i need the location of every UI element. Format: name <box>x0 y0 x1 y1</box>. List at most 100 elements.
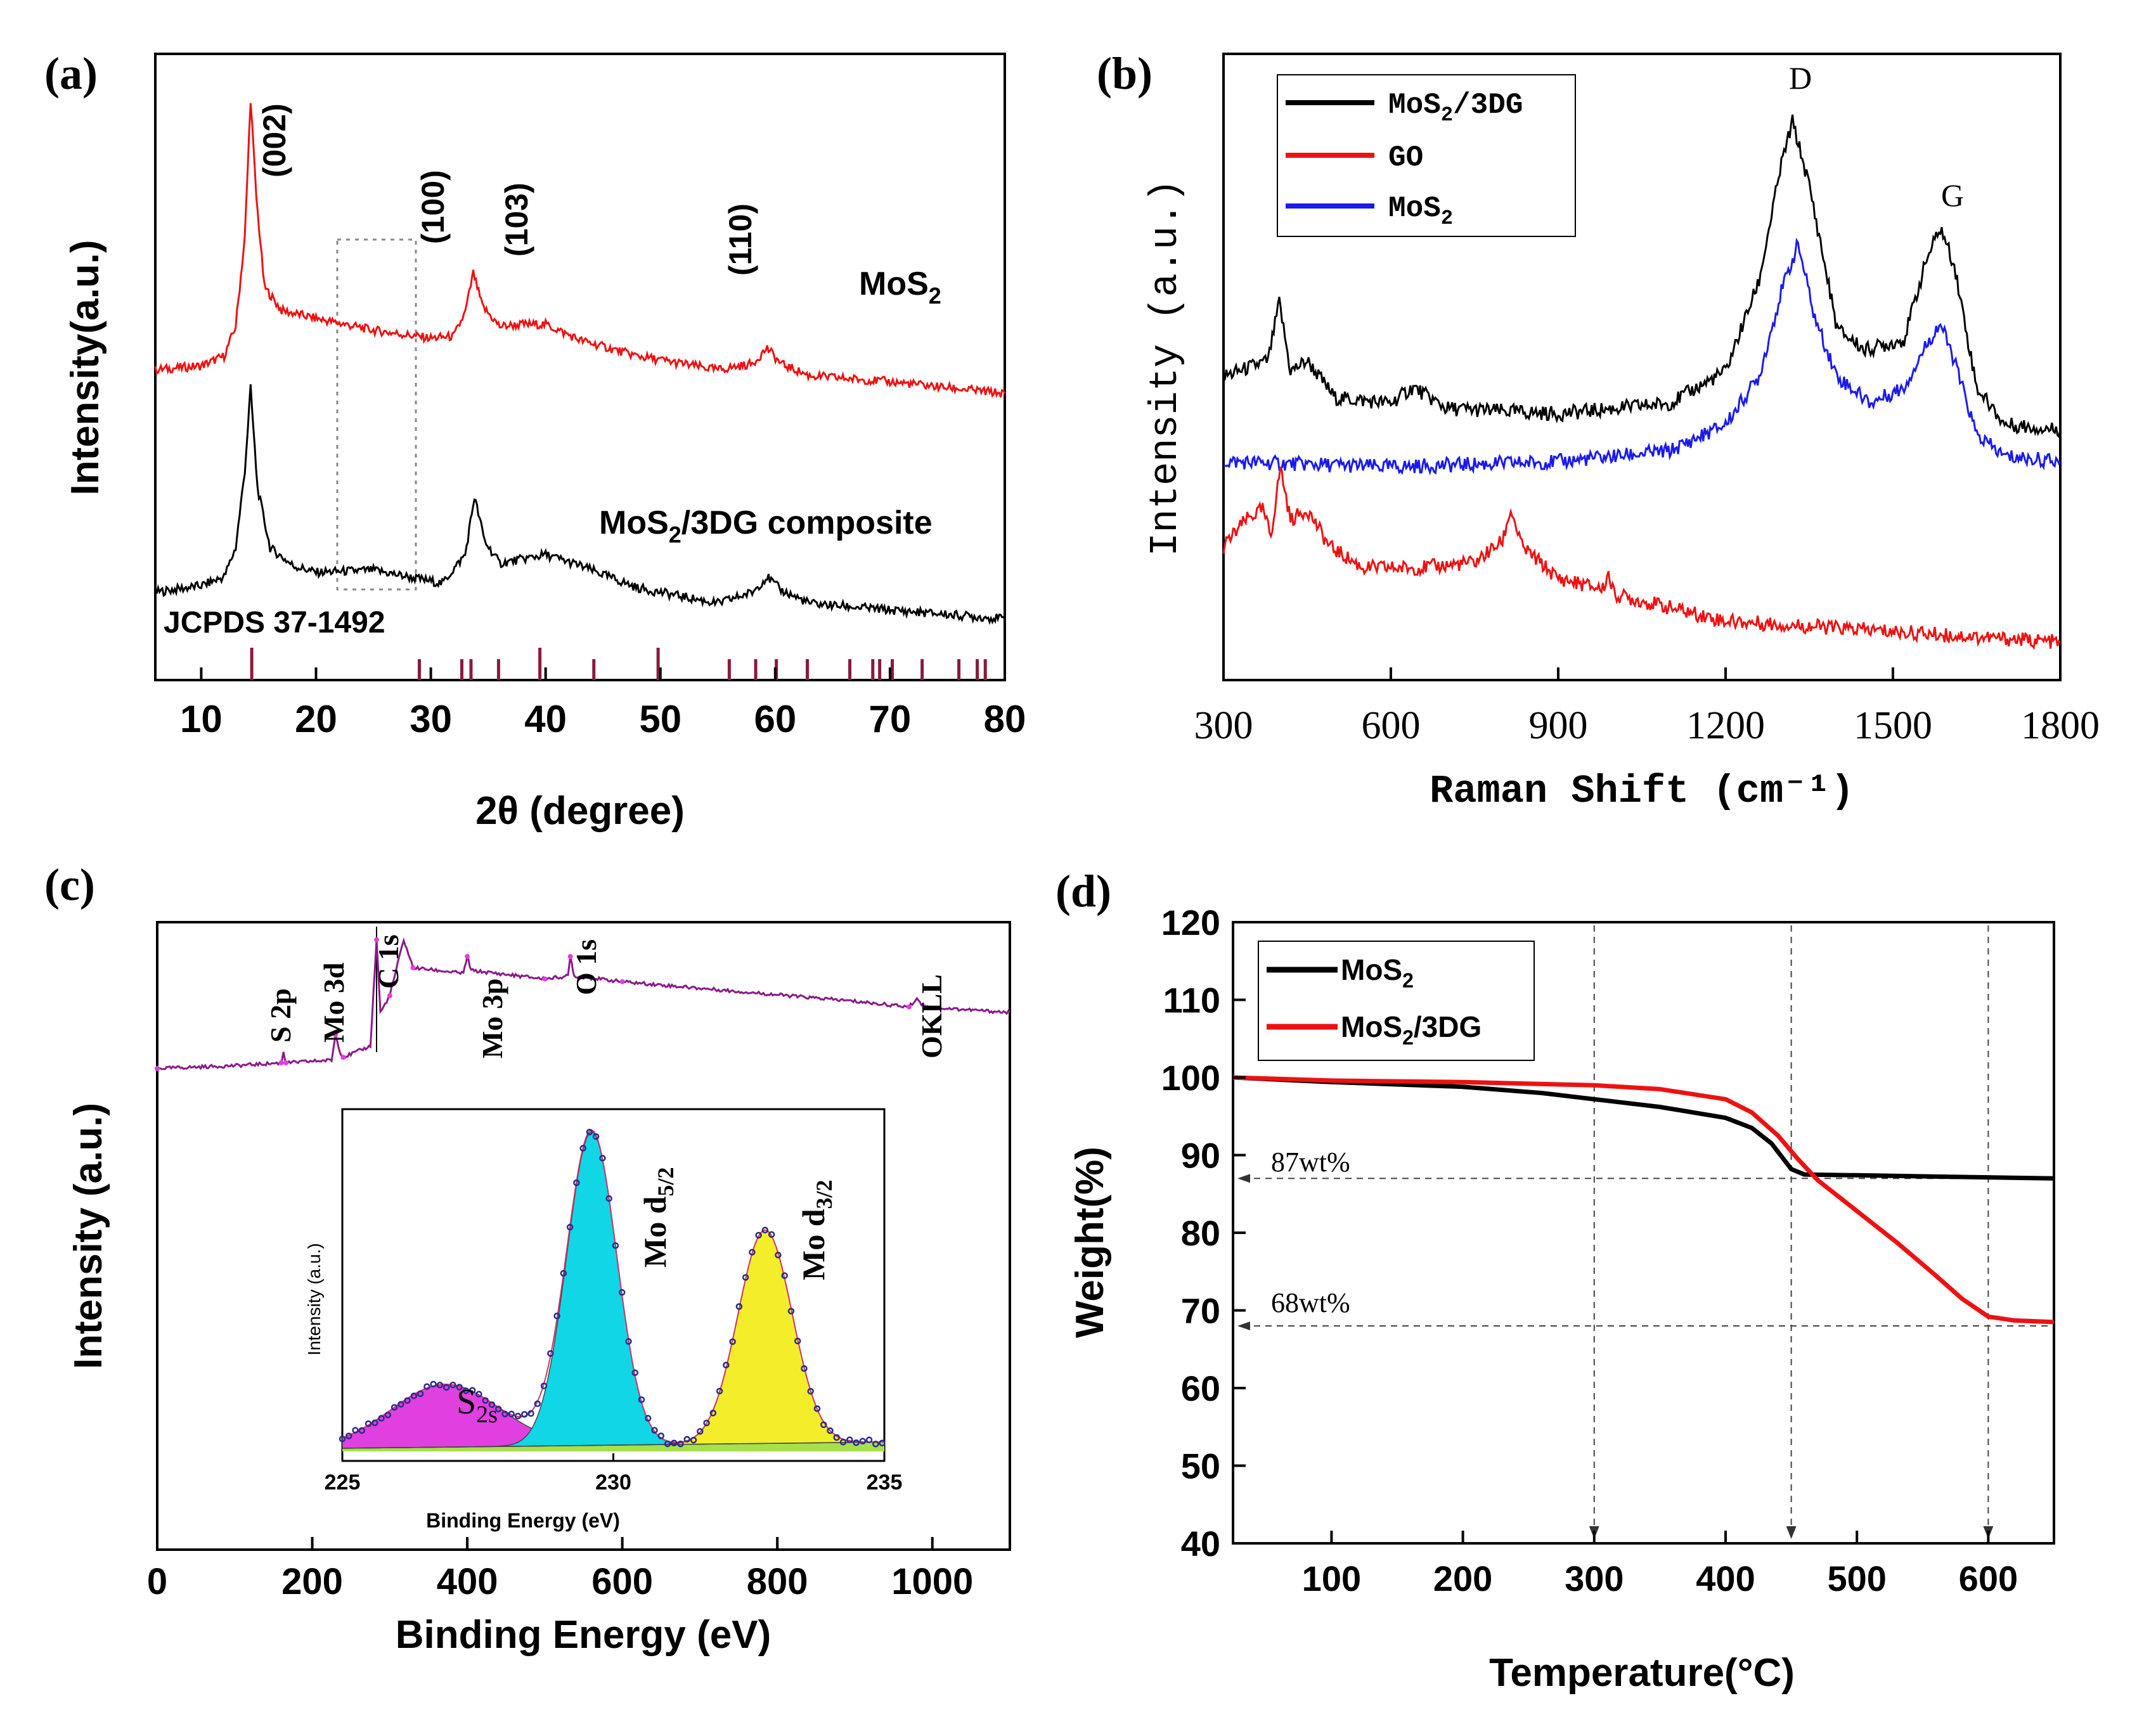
inset-label-mo-d32: Mo d3/2 <box>796 1180 837 1280</box>
inset-data-point <box>397 1401 404 1408</box>
peak-label-d: D <box>1789 60 1812 96</box>
series-mos2 <box>154 103 1006 398</box>
inset-x-ticks: 225 230 235 <box>325 1453 902 1495</box>
x-tick-label: 70 <box>869 698 912 740</box>
panel-b-x-label: Raman Shift (cm⁻¹) <box>1430 769 1854 814</box>
inset-data-point <box>547 1350 554 1357</box>
panel-c-x-ticks: 0 200 400 600 800 1000 <box>147 1537 973 1602</box>
inset-data-point <box>494 1405 502 1413</box>
panel-b-series <box>1222 114 2062 650</box>
x-tick-label: 400 <box>437 1561 498 1602</box>
inset-data-point <box>391 1404 398 1411</box>
panel-b-y-label: Intensity (a.u.) <box>1143 179 1188 556</box>
panel-a-highlight-box <box>336 238 417 591</box>
panel-c-x-label: Binding Energy (eV) <box>396 1613 771 1657</box>
series-mos2-3dg <box>1232 1075 2055 1325</box>
inset-data-point <box>514 1412 522 1420</box>
survey-point <box>340 1055 346 1060</box>
legend-label-mos2-3dg: MoS2/3DG <box>1388 89 1523 127</box>
peak-label-o1s: O 1s <box>570 939 602 995</box>
inset-data-point <box>410 1392 418 1399</box>
inset-data-point <box>384 1411 392 1418</box>
panel-d-label: (d) <box>1056 866 1111 916</box>
x-tick-label: 300 <box>1565 1559 1624 1598</box>
series-mos2-3dg <box>1222 114 2062 439</box>
inset-data-point <box>697 1428 704 1435</box>
x-tick-label: 200 <box>1433 1559 1492 1598</box>
inset-x-label: Binding Energy (eV) <box>426 1509 620 1532</box>
inset-data-point <box>521 1411 528 1418</box>
inset-data-point <box>651 1427 658 1434</box>
inset-data-point <box>768 1231 775 1238</box>
survey-point <box>567 954 573 960</box>
x-tick-label: 0 <box>147 1561 167 1602</box>
inset-data-point <box>618 1289 626 1296</box>
legend-label-go: GO <box>1388 141 1423 174</box>
inset-data-point <box>475 1391 482 1398</box>
inset-data-point <box>703 1419 710 1427</box>
inset-data-point <box>352 1427 359 1434</box>
panel-a-y-label: Intensity(a.u.) <box>63 240 107 495</box>
inset-data-point <box>592 1133 600 1140</box>
survey-point <box>619 979 625 984</box>
peak-label-c1s: C 1s <box>372 934 404 989</box>
x-tick-label: 20 <box>295 698 337 740</box>
x-tick-label: 30 <box>410 698 452 740</box>
inset-data-point <box>879 1439 886 1447</box>
inset-data-point <box>553 1313 560 1320</box>
guide-arrow-left <box>1237 1321 1250 1330</box>
inset-data-point <box>807 1387 814 1395</box>
inset-data-point <box>378 1415 385 1422</box>
inset-data-point <box>612 1242 619 1249</box>
inset-label-s2s: S2s <box>456 1382 498 1428</box>
inset-data-point <box>404 1397 411 1404</box>
panel-d-tga: (d) 100 200 300 400 500 600 40 50 60 70 80 90 100 110… <box>1056 866 2055 1695</box>
inset-data-point <box>442 1384 450 1391</box>
x-tick-label: 50 <box>639 698 681 740</box>
inset-data-point <box>416 1390 424 1398</box>
inset-data-point <box>423 1383 430 1390</box>
peak-label-103: (103) <box>499 183 534 257</box>
x-tick-label: 300 <box>1194 704 1253 747</box>
panel-d-legend: MoS2 MoS2/3DG <box>1258 941 1535 1061</box>
inset-data-point <box>742 1274 749 1281</box>
panel-c-frame <box>156 921 1011 1551</box>
legend-label-d-mos2: MoS2 <box>1341 953 1414 992</box>
peak-label-002: (002) <box>257 103 292 177</box>
inset-data-point <box>365 1420 372 1427</box>
inset-background-fill <box>342 1442 884 1451</box>
survey-point <box>278 1060 284 1065</box>
panel-c-inset: 225 230 235 S2s Mo d5/2 Mo d3/2 Binding En… <box>304 1108 902 1532</box>
inset-peaks <box>339 1128 886 1451</box>
annotation-68wt: 68wt% <box>1271 1287 1350 1318</box>
inset-data-point <box>625 1338 632 1345</box>
series-mos2 <box>1223 237 2062 476</box>
panel-a-series <box>154 103 1006 626</box>
inset-data-point <box>436 1382 444 1389</box>
inset-data-point <box>723 1361 730 1369</box>
inset-data-point <box>671 1439 678 1446</box>
inset-data-point <box>729 1338 736 1346</box>
inset-data-point <box>755 1231 762 1239</box>
inset-data-point <box>468 1387 476 1394</box>
peak-label-okll: OKLL <box>915 974 948 1058</box>
inset-data-point <box>540 1382 548 1389</box>
inset-data-point <box>664 1440 671 1448</box>
panel-a-xrd: (a) 10 20 30 40 50 60 70 80 (002) (100) (103) (… <box>44 48 1026 833</box>
panel-c-series <box>155 937 1011 1071</box>
survey-point <box>542 976 548 982</box>
inset-data-point <box>501 1410 508 1418</box>
x-tick-label: 40 <box>524 698 567 740</box>
panel-b-frame <box>1222 53 2062 681</box>
survey-point <box>922 1004 927 1010</box>
y-tick-label: 40 <box>1181 1524 1220 1564</box>
peak-label-g: G <box>1941 177 1964 213</box>
y-tick-label: 110 <box>1163 981 1220 1020</box>
annotation-87wt: 87wt% <box>1271 1147 1350 1178</box>
x-tick-label: 80 <box>984 698 1026 740</box>
inset-data-point <box>586 1128 593 1136</box>
peak-label-mo3d: Mo 3d <box>318 962 350 1043</box>
inset-data-point <box>358 1427 366 1434</box>
peak-label-s2p: S 2p <box>264 988 297 1043</box>
panel-d-legend-box <box>1258 941 1535 1061</box>
